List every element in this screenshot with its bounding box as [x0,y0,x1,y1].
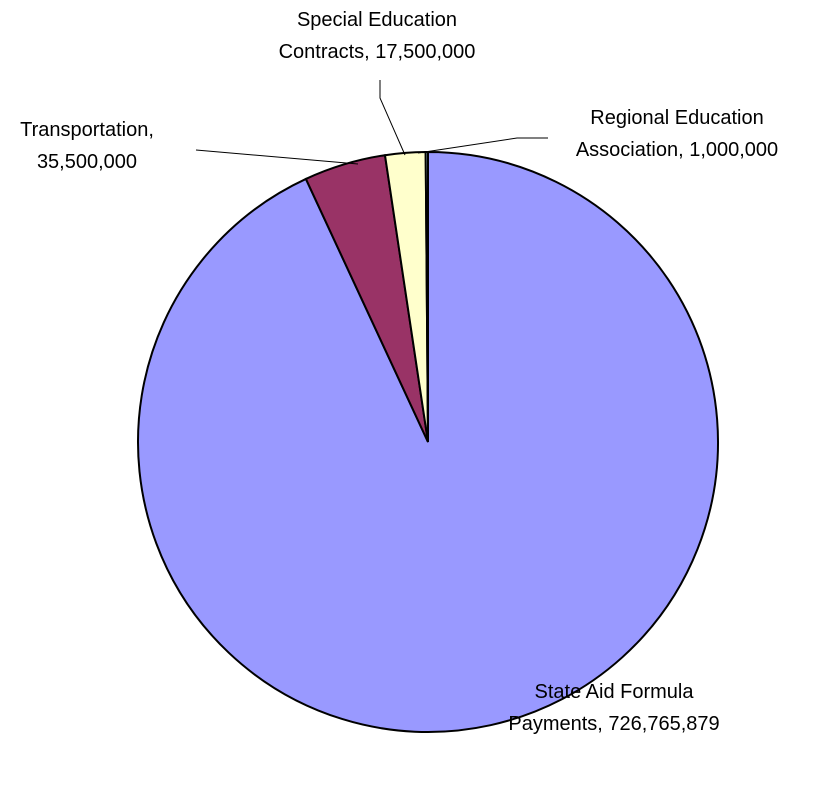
leader-line-transportation [195,149,359,165]
leader-lines [195,80,548,165]
slice-label-line: Regional Education [590,107,763,129]
leader-line-special-education-contracts [379,80,406,156]
slice-label-regional-education-association: Regional Education Association, 1,000,000 [576,107,778,161]
slice-labels: State Aid Formula Payments, 726,765,879 Tr… [20,9,778,735]
slice-label-state-aid-formula-payments: State Aid Formula Payments, 726,765,879 [508,681,719,735]
slice-label-line: Contracts, 17,500,000 [279,41,476,63]
slice-label-line: Special Education [297,9,457,31]
slice-label-line: Association, 1,000,000 [576,139,778,161]
slice-label-special-education-contracts: Special Education Contracts, 17,500,000 [279,9,476,63]
slice-label-line: Payments, 726,765,879 [508,713,719,735]
slice-label-line: State Aid Formula [535,681,695,703]
slice-label-transportation: Transportation, 35,500,000 [20,119,154,173]
slice-label-line: Transportation, [20,119,154,141]
pie-slices [137,150,719,733]
slice-label-line: 35,500,000 [37,151,137,173]
leader-line-regional-education-association [417,137,548,154]
